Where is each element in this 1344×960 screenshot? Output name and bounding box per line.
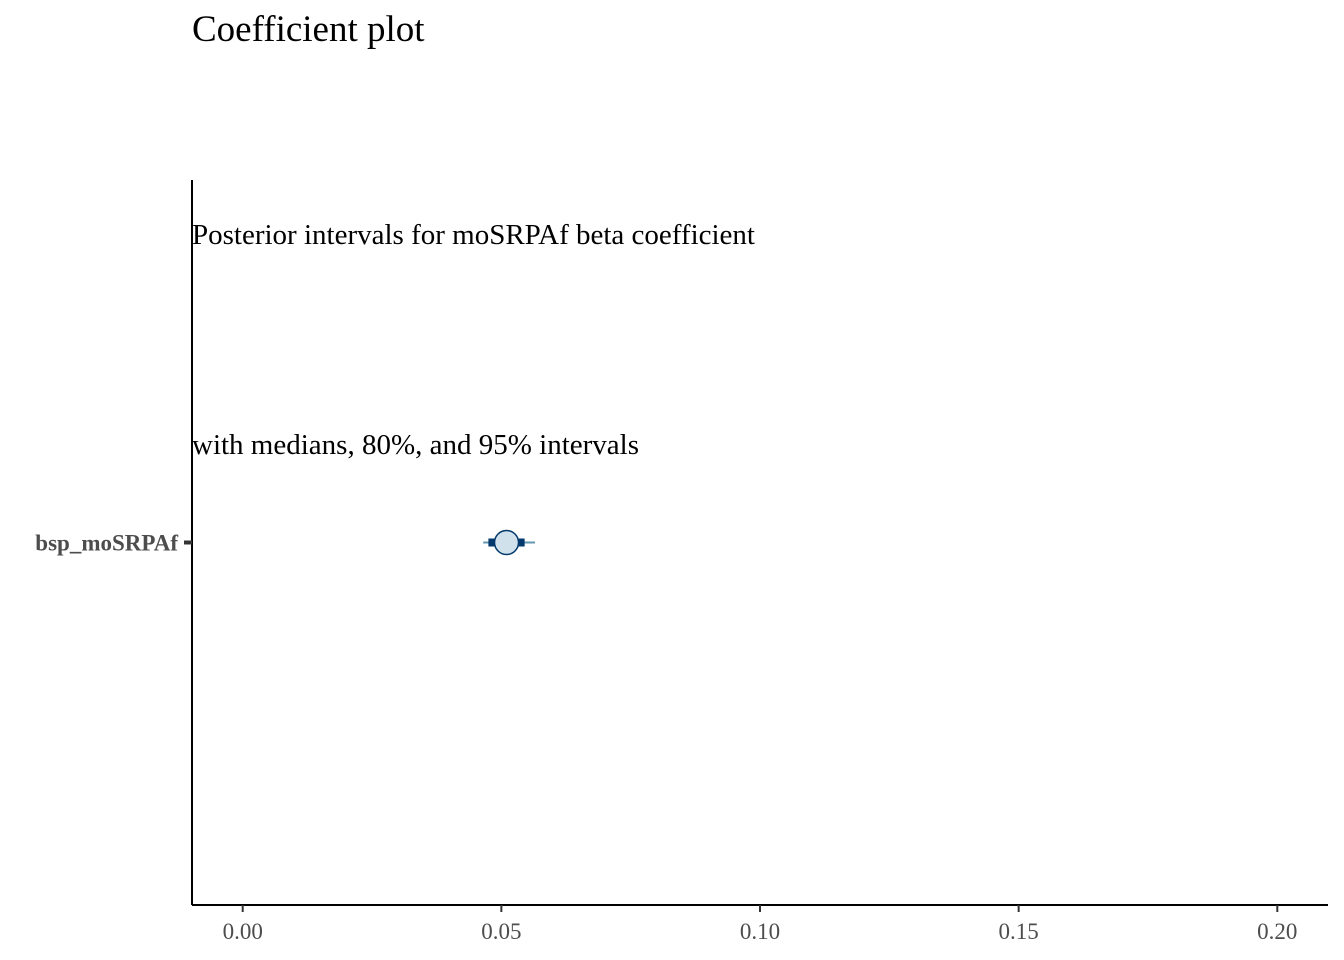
subtitle-line-2: with medians, 80%, and 95% intervals — [192, 429, 639, 461]
axes: 0.00 0.05 0.10 0.15 0.20 bsp_moSRPAf — [35, 180, 1328, 944]
chart-title: Coefficient plot — [192, 9, 425, 50]
marks — [483, 529, 535, 556]
median-point — [493, 529, 520, 556]
x-tick-label: 0.05 — [481, 919, 521, 944]
chart-subtitle: Posterior intervals for moSRPAf beta coe… — [192, 60, 755, 550]
x-tick-label: 0.20 — [1257, 919, 1297, 944]
y-tick-label: bsp_moSRPAf — [35, 531, 178, 556]
x-tick-label: 0.10 — [740, 919, 780, 944]
x-tick-label: 0.00 — [223, 919, 263, 944]
subtitle-line-1: Posterior intervals for moSRPAf beta coe… — [192, 219, 755, 251]
x-tick-label: 0.15 — [999, 919, 1039, 944]
